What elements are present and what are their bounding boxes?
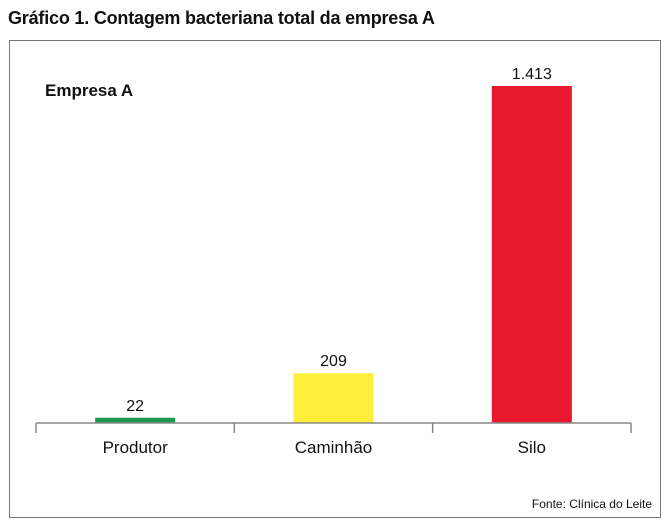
data-label: 209 xyxy=(320,353,347,370)
bar-chart: Empresa A 22 Produtor 209 Caminhão 1.413 Silo xyxy=(35,66,632,457)
chart-frame: Empresa A 22 Produtor 209 Caminhão 1.413 Silo … xyxy=(9,40,661,518)
figure-title: Gráfico 1. Contagem bacteriana total da … xyxy=(8,8,435,28)
x-tick-label: Caminhão xyxy=(295,438,373,457)
data-label: 22 xyxy=(126,398,144,415)
x-tick-label: Produtor xyxy=(103,438,169,457)
bar-silo xyxy=(491,86,572,423)
bar-caminhão xyxy=(293,373,374,423)
series-label: Empresa A xyxy=(45,81,133,100)
bar-produtor xyxy=(95,417,176,423)
x-tick-label: Silo xyxy=(518,438,546,457)
data-label: 1.413 xyxy=(512,66,552,83)
source-note: Fonte: Clínica do Leite xyxy=(531,497,652,511)
